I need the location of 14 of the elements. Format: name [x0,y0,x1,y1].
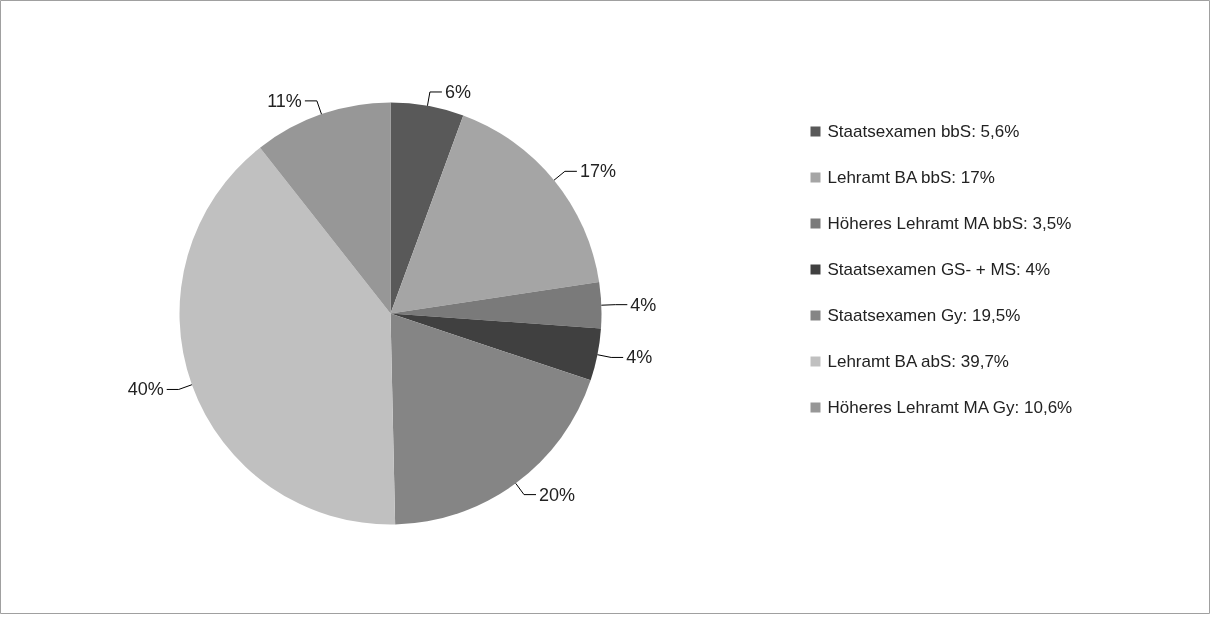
legend-label: Lehramt BA abS: 39,7% [827,352,1009,371]
data-label: 4% [626,347,653,368]
data-label: 4% [630,294,657,315]
data-label: 11% [267,90,302,111]
data-label: 17% [579,161,616,182]
legend-label: Staatsexamen bbS: 5,6% [827,122,1020,141]
legend-label: Lehramt BA bbS: 17% [827,168,995,187]
data-label: 6% [444,81,471,102]
data-label: 40% [127,379,164,400]
legend-label: Staatsexamen Gy: 19,5% [827,306,1021,325]
legend-label: Höheres Lehramt MA Gy: 10,6% [827,398,1073,417]
data-label: 20% [539,484,576,505]
legend-label: Höheres Lehramt MA bbS: 3,5% [827,214,1072,233]
legend-label: Staatsexamen GS- + MS: 4% [827,260,1051,279]
